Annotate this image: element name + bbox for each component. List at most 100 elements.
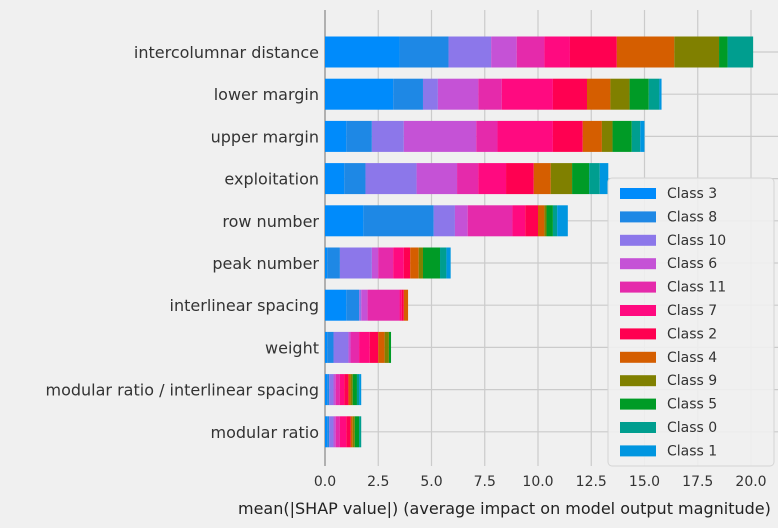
bar-segment [446, 247, 451, 279]
bar-segment [525, 205, 538, 237]
bar-segment [457, 163, 479, 195]
x-tick-label: 17.5 [682, 474, 713, 490]
bar-segment [371, 120, 404, 152]
bar-segment [325, 120, 347, 152]
bar-segment [325, 416, 328, 448]
x-tick-label: 5.0 [420, 474, 442, 490]
bar-segment [339, 374, 345, 406]
legend-label: Class 7 [667, 303, 717, 319]
bar-segment [601, 120, 613, 152]
bar-segment [346, 289, 360, 321]
bar-segment [350, 331, 360, 363]
legend-label: Class 4 [667, 350, 717, 366]
bar-segment [478, 78, 502, 110]
x-tick-labels: 0.0 2.5 5.0 7.5 10.0 12.5 15.0 17.5 20.0 [314, 474, 767, 490]
legend-label: Class 2 [667, 326, 717, 342]
legend-label: Class 1 [667, 443, 717, 459]
legend-swatch [620, 375, 656, 387]
legend-label: Class 9 [667, 373, 717, 389]
feature-label: upper margin [211, 127, 319, 146]
bar-segment [403, 289, 409, 321]
bar-segment [440, 247, 447, 279]
bar-segment [610, 78, 630, 110]
bar-segment [348, 374, 351, 406]
bar-segment [589, 163, 600, 195]
bar-segment [325, 374, 328, 406]
bar-segment [640, 120, 645, 152]
bar-segment [467, 205, 513, 237]
bar-segment [327, 331, 334, 363]
bar-segment [346, 416, 351, 448]
bar-segment [325, 163, 345, 195]
feature-label: modular ratio / interlinear spacing [46, 381, 320, 400]
legend-swatch [620, 188, 656, 199]
x-axis-label: mean(|SHAP value|) (average impact on mo… [238, 499, 771, 518]
feature-label: row number [222, 212, 319, 231]
bar-segment [403, 247, 411, 279]
bar-segment [552, 120, 583, 152]
stacked-bars [325, 36, 754, 448]
bar-segment [363, 205, 434, 237]
legend-label: Class 3 [667, 186, 717, 202]
bar-segment [422, 247, 441, 279]
legend-box [607, 177, 775, 467]
bar-segment [674, 36, 720, 68]
feature-label: intercolumnar distance [134, 43, 319, 62]
bar-segment [359, 416, 362, 448]
bar-segment [399, 289, 402, 321]
bar-segment [659, 78, 662, 110]
bar-segment [378, 331, 385, 363]
bar-segment [361, 289, 368, 321]
bar-segment [533, 163, 551, 195]
bar-segment [454, 205, 468, 237]
bar-segment [346, 120, 372, 152]
feature-labels: intercolumnar distance lower margin upper … [46, 43, 320, 442]
bar-segment [629, 78, 649, 110]
bar-segment [369, 331, 379, 363]
bar-segment [538, 205, 545, 237]
legend-label: Class 8 [667, 209, 717, 225]
bar-segment [516, 36, 545, 68]
bar-segment [433, 205, 455, 237]
bar-segment [491, 36, 517, 68]
bar-segment [552, 78, 587, 110]
bar-segment [359, 331, 370, 363]
bar-segment [616, 36, 675, 68]
bar-segment [648, 78, 660, 110]
legend-swatch [620, 445, 656, 457]
bar-segment [335, 416, 340, 448]
bar-segment [325, 205, 364, 237]
bar-segment [339, 416, 347, 448]
bar-segment [631, 120, 641, 152]
x-tick-label: 15.0 [629, 474, 660, 490]
legend-swatch [620, 398, 656, 410]
legend-swatch [620, 422, 656, 433]
bar-segment [552, 205, 558, 237]
feature-label: exploitation [224, 170, 319, 189]
bar-segment [329, 416, 334, 448]
legend-swatch [620, 305, 656, 316]
bar-segment [327, 374, 330, 406]
bar-segment [329, 374, 334, 406]
bar-segment [354, 416, 360, 448]
bar-segment [544, 36, 570, 68]
legend-swatch [620, 281, 656, 293]
feature-label: modular ratio [211, 423, 319, 442]
bar-segment [410, 247, 419, 279]
bar-segment [422, 78, 438, 110]
bar-segment [365, 163, 417, 195]
bar-segment [325, 289, 347, 321]
bar-segment [569, 36, 617, 68]
bar-segment [448, 36, 492, 68]
bar-segment [359, 289, 362, 321]
bar-segment [339, 247, 372, 279]
legend: Class 3 Class 8 Class 10 Class 6 Class 11 Cla… [607, 177, 775, 467]
bar-segment [586, 78, 611, 110]
bar-segment [557, 205, 568, 237]
legend-swatch [620, 258, 656, 270]
bar-segment [501, 78, 553, 110]
x-tick-label: 10.0 [522, 474, 553, 490]
bar-segment [327, 416, 330, 448]
bar-segment [599, 163, 609, 195]
